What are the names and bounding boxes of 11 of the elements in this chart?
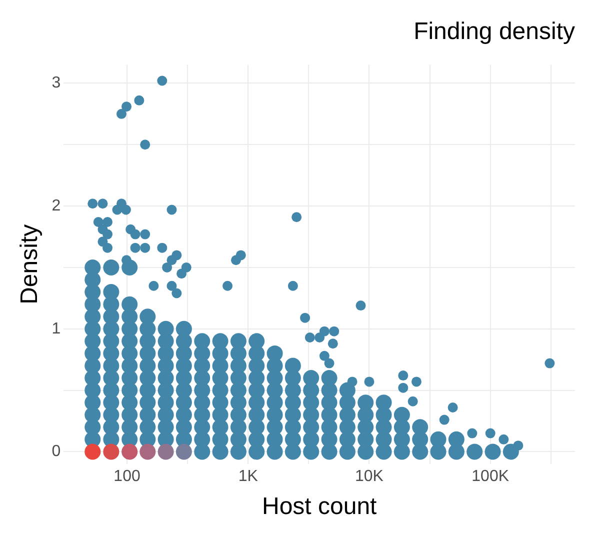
y-axis-title: Density	[16, 224, 44, 304]
y-tick-label: 3	[52, 74, 61, 92]
x-tick-label: 100	[114, 468, 140, 486]
y-tick-label: 1	[52, 320, 61, 338]
x-axis-title: Host count	[262, 493, 378, 520]
y-tick-label: 0	[52, 443, 61, 460]
chart-title: Finding density	[414, 18, 575, 46]
x-tick-label: 10K	[355, 468, 384, 486]
x-tick-label: 100K	[472, 468, 510, 486]
x-tick-label: 1K	[238, 468, 258, 486]
y-tick-label: 2	[52, 197, 61, 214]
